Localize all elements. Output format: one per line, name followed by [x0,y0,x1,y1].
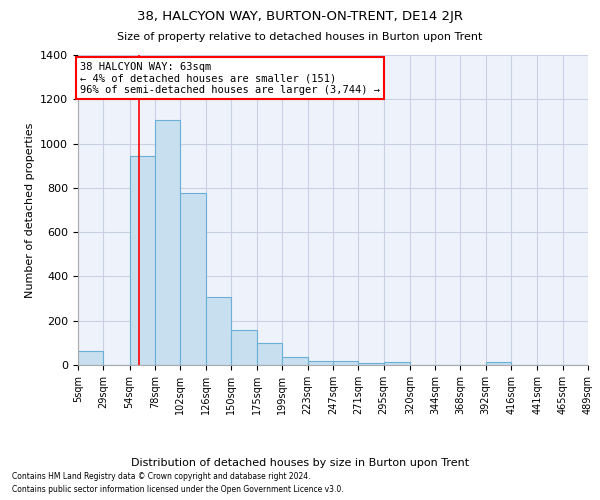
Text: Contains public sector information licensed under the Open Government Licence v3: Contains public sector information licen… [12,485,344,494]
Y-axis label: Number of detached properties: Number of detached properties [25,122,35,298]
Text: 38 HALCYON WAY: 63sqm
← 4% of detached houses are smaller (151)
96% of semi-deta: 38 HALCYON WAY: 63sqm ← 4% of detached h… [80,62,380,95]
Bar [205,298,231,365]
Text: Size of property relative to detached houses in Burton upon Trent: Size of property relative to detached ho… [118,32,482,42]
Bar [155,120,180,365]
Text: Distribution of detached houses by size in Burton upon Trent: Distribution of detached houses by size … [131,458,469,468]
Bar [130,156,155,365]
Text: 38, HALCYON WAY, BURTON-ON-TRENT, DE14 2JR: 38, HALCYON WAY, BURTON-ON-TRENT, DE14 2… [137,10,463,23]
Bar [180,194,205,365]
Bar [383,362,410,365]
Text: Contains HM Land Registry data © Crown copyright and database right 2024.: Contains HM Land Registry data © Crown c… [12,472,311,481]
Bar [78,350,103,365]
Bar [283,357,308,365]
Bar [333,360,358,365]
Bar [257,343,283,365]
Bar [231,330,257,365]
Bar [486,362,511,365]
Bar [358,363,383,365]
Bar [308,361,333,365]
